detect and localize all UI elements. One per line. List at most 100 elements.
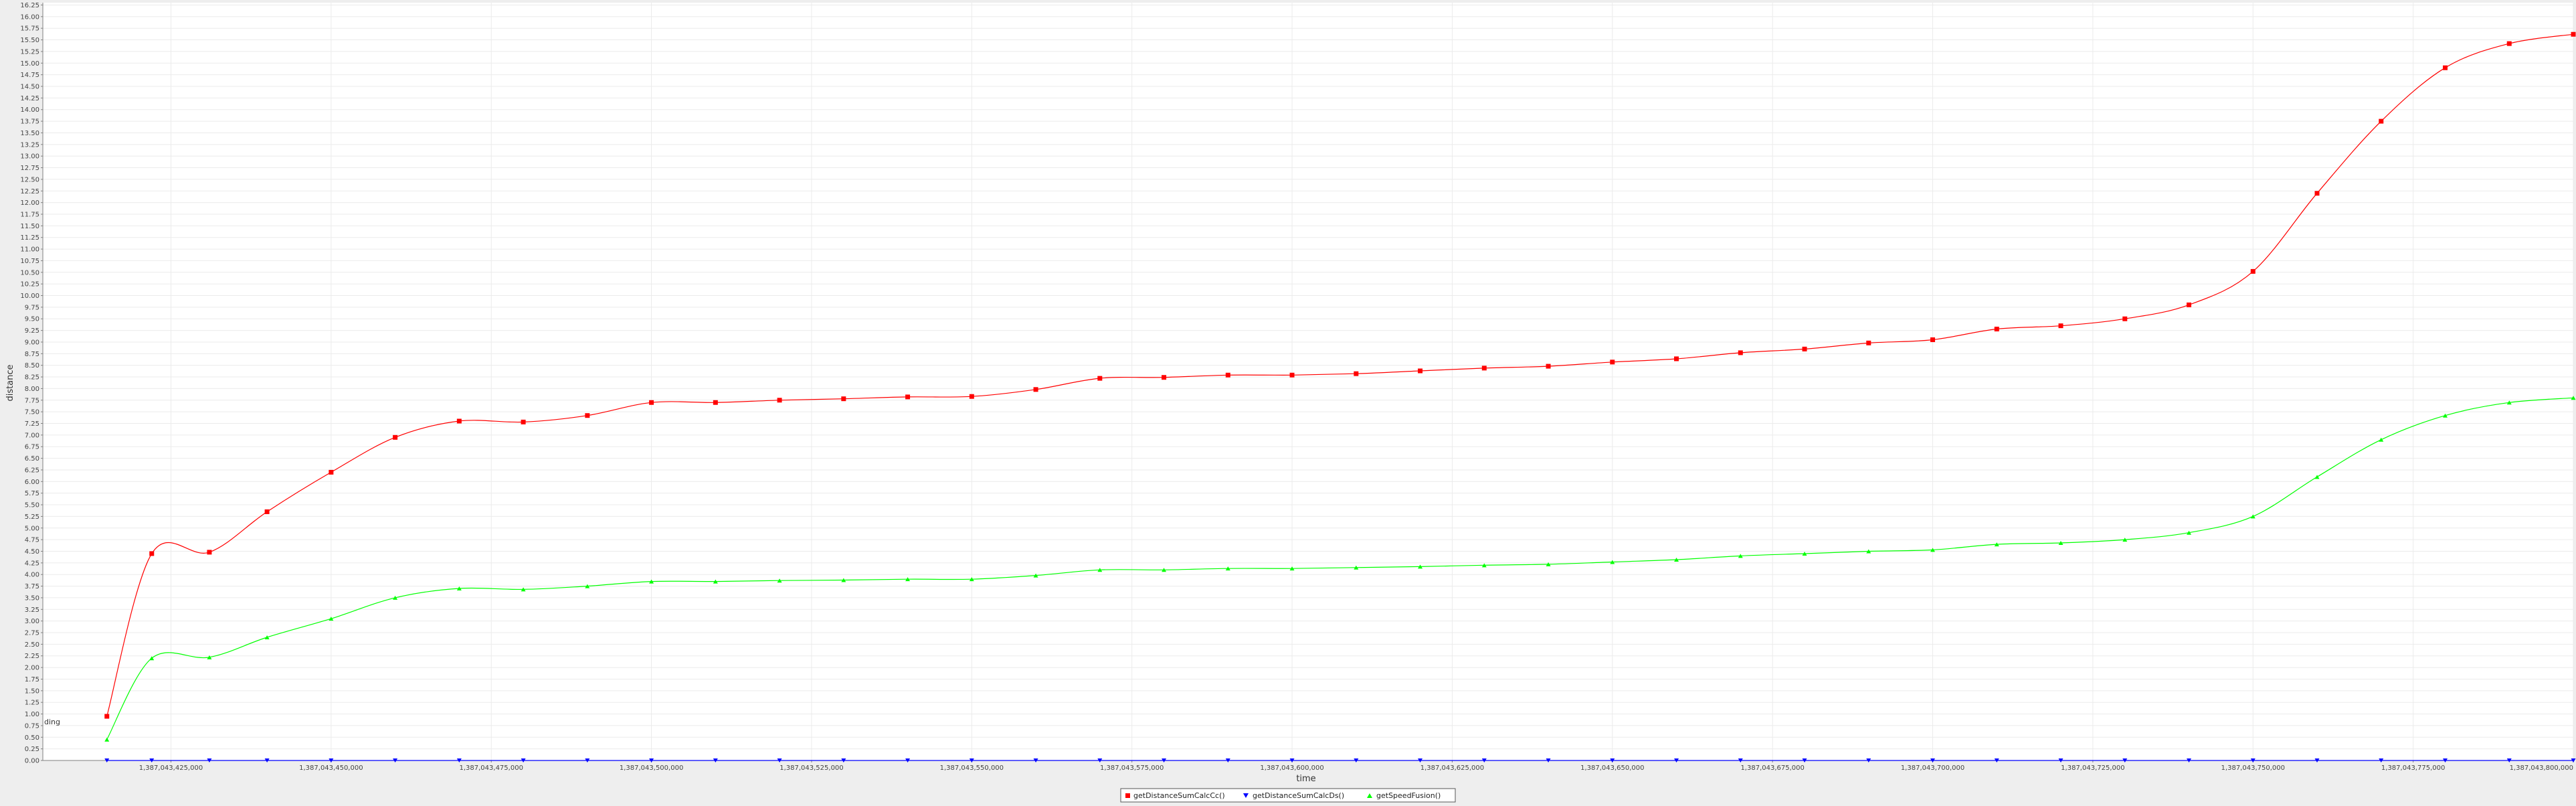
- legend-label-2: getSpeedFusion(): [1376, 791, 1441, 800]
- y-tick-label: 12.75: [20, 165, 39, 172]
- x-tick-label: 1,387,043,725,000: [2061, 764, 2124, 772]
- data-point: [969, 394, 974, 399]
- data-point: [264, 635, 270, 639]
- y-tick-label: 6.00: [25, 479, 39, 486]
- grid-lines: [43, 3, 2574, 761]
- data-point: [1097, 568, 1103, 572]
- data-point: [2187, 530, 2192, 535]
- data-point: [2187, 302, 2192, 307]
- data-point: [1097, 758, 1103, 762]
- data-point: [2571, 758, 2576, 762]
- data-point: [207, 550, 212, 555]
- data-point: [905, 394, 911, 400]
- data-point: [2058, 323, 2063, 329]
- data-point: [329, 617, 334, 621]
- y-tick-label: 1.25: [25, 700, 39, 707]
- data-point: [1162, 758, 1167, 762]
- data-point: [713, 758, 718, 762]
- data-point: [149, 551, 155, 556]
- data-point: [1354, 371, 1359, 376]
- series-0: [104, 31, 2576, 719]
- y-tick-label: 9.25: [25, 327, 39, 335]
- data-point: [1610, 560, 1615, 564]
- data-point: [1546, 562, 1551, 566]
- legend-marker-1: [1243, 793, 1249, 798]
- data-point: [1481, 366, 1487, 371]
- data-point: [1866, 340, 1871, 345]
- data-point: [1994, 327, 1999, 332]
- y-tick-label: 0.50: [25, 734, 39, 742]
- y-tick-label: 6.50: [25, 455, 39, 463]
- data-point: [2314, 191, 2320, 196]
- y-tick-label: 5.25: [25, 513, 39, 521]
- data-point: [149, 758, 155, 762]
- data-point: [1866, 549, 1871, 554]
- data-point: [2379, 118, 2384, 124]
- y-tick-label: 5.50: [25, 502, 39, 509]
- y-tick-label: 10.00: [20, 293, 39, 300]
- data-point: [649, 579, 654, 584]
- data-point: [2506, 41, 2512, 46]
- y-tick-label: 4.50: [25, 548, 39, 556]
- data-point: [1033, 387, 1038, 392]
- data-point: [1674, 356, 1679, 361]
- legend-item-1: getDistanceSumCalcDs(): [1243, 791, 1344, 800]
- y-tick-label: 13.00: [20, 153, 39, 161]
- x-tick-label: 1,387,043,675,000: [1740, 764, 1804, 772]
- data-point: [1674, 758, 1679, 762]
- data-point: [1481, 563, 1487, 568]
- y-tick-label: 4.25: [25, 560, 39, 567]
- y-tick-label: 7.75: [25, 397, 39, 404]
- y-tick-label: 14.50: [20, 84, 39, 91]
- x-tick-label: 1,387,043,425,000: [139, 764, 203, 772]
- y-tick-label: 6.75: [25, 444, 39, 451]
- data-point: [2122, 316, 2128, 321]
- data-point: [585, 758, 590, 762]
- y-tick-label: 8.00: [25, 386, 39, 393]
- y-tick-label: 16.00: [20, 13, 39, 21]
- data-point: [2506, 400, 2512, 405]
- data-point: [1162, 568, 1167, 572]
- y-tick-label: 11.00: [20, 246, 39, 254]
- data-point: [1738, 758, 1743, 762]
- y-tick-label: 2.50: [25, 641, 39, 649]
- x-tick-label: 1,387,043,575,000: [1100, 764, 1164, 772]
- y-tick-label: 14.00: [20, 106, 39, 114]
- x-tick-label: 1,387,043,775,000: [2381, 764, 2445, 772]
- y-tick-label: 13.75: [20, 118, 39, 126]
- y-tick-label: 6.25: [25, 467, 39, 474]
- y-tick-label: 7.00: [25, 432, 39, 439]
- y-tick-label: 2.25: [25, 653, 39, 660]
- data-point: [1033, 573, 1038, 578]
- data-point: [393, 595, 398, 600]
- y-tick-label: 9.00: [25, 339, 39, 346]
- y-tick-label: 12.25: [20, 188, 39, 195]
- legend-box: [1120, 788, 1456, 803]
- data-point: [1802, 758, 1807, 762]
- data-point: [1738, 554, 1743, 558]
- data-point: [1674, 557, 1679, 562]
- data-point: [585, 413, 590, 418]
- data-point: [2250, 514, 2256, 519]
- y-tick-label: 2.00: [25, 665, 39, 672]
- y-tick-label: 9.75: [25, 304, 39, 311]
- data-point: [2187, 758, 2192, 762]
- y-tick-label: 10.50: [20, 269, 39, 276]
- data-point: [2122, 758, 2128, 762]
- data-point: [2571, 396, 2576, 400]
- legend-label-0: getDistanceSumCalcCc(): [1133, 791, 1225, 800]
- data-point: [207, 655, 212, 659]
- y-tick-label: 16.25: [20, 2, 39, 9]
- data-point: [393, 434, 398, 440]
- data-point: [1610, 359, 1615, 365]
- legend: getDistanceSumCalcCc() getDistanceSumCal…: [1120, 788, 1456, 803]
- data-point: [1610, 758, 1615, 762]
- legend-marker-0: [1125, 793, 1130, 798]
- data-point: [2443, 413, 2448, 418]
- y-axis-label: distance: [5, 364, 15, 401]
- data-point: [264, 509, 270, 514]
- y-tick-label: 3.25: [25, 607, 39, 614]
- y-tick-label: 0.75: [25, 722, 39, 730]
